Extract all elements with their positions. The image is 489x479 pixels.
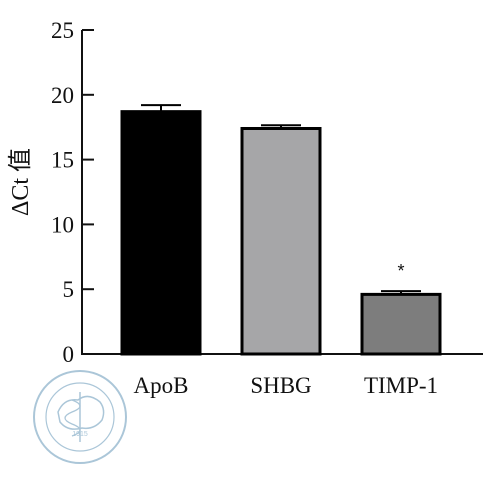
y-tick-label: 20: [51, 83, 74, 108]
x-label-apob: ApoB: [134, 373, 189, 398]
x-label-timp-1: TIMP-1: [364, 373, 438, 398]
y-tick-label: 0: [63, 342, 75, 367]
annotations: *: [397, 261, 404, 281]
error-bars: [141, 104, 421, 295]
seal-year: 1915: [72, 431, 88, 438]
significance-star: *: [397, 261, 404, 281]
y-axis-label: ΔCt 值: [7, 148, 34, 216]
bar-shbg: [240, 126, 322, 356]
bars: [120, 110, 442, 356]
bar-apob: [120, 110, 202, 356]
chinese-medical-association-seal-icon: 1915: [33, 370, 127, 464]
y-tick-label: 5: [63, 277, 75, 302]
y-axis-ticks: 0 5 10 15 20 25: [51, 18, 94, 367]
y-tick-label: 25: [51, 18, 74, 43]
y-tick-label: 10: [51, 212, 74, 237]
y-tick-label: 15: [51, 148, 74, 173]
bar-timp-1: [360, 292, 442, 356]
x-axis-labels: ApoB SHBG TIMP-1: [134, 373, 439, 398]
x-label-shbg: SHBG: [250, 373, 311, 398]
